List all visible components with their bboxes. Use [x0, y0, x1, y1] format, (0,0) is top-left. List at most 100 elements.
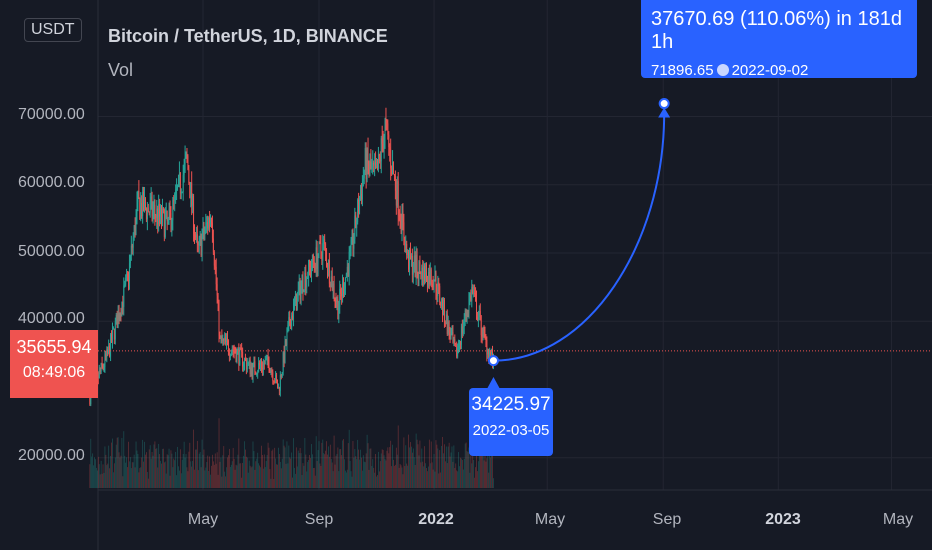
volume-bar	[447, 446, 449, 488]
volume-bar	[459, 466, 460, 488]
price-axis-label: 40000.00	[18, 310, 85, 327]
volume-bar	[188, 451, 190, 488]
candle-body	[261, 364, 262, 368]
volume-bar	[175, 451, 177, 488]
volume-bar	[296, 466, 298, 488]
candle-body	[244, 358, 245, 365]
candle-body	[254, 361, 256, 372]
volume-bar	[238, 438, 240, 488]
candle-body	[340, 288, 342, 294]
candle-body	[147, 207, 149, 213]
candle-body	[128, 263, 130, 282]
volume-bar	[113, 463, 115, 488]
volume-bar	[424, 446, 426, 488]
volume-bar	[445, 446, 447, 488]
volume-bar	[141, 457, 143, 488]
volume-bar	[372, 459, 374, 488]
volume-bar	[345, 470, 346, 488]
candle-body	[412, 269, 414, 275]
candle-body	[233, 350, 235, 352]
volume-bar	[312, 468, 314, 488]
volume-bar	[387, 447, 389, 488]
candle-body	[303, 291, 305, 293]
candle-body	[474, 292, 476, 294]
candle-body	[444, 322, 446, 325]
candle-body	[310, 266, 311, 275]
volume-bar	[94, 457, 95, 488]
volume-bar	[216, 452, 218, 488]
volume-bar	[364, 462, 366, 488]
candle-body	[155, 214, 157, 219]
volume-bar	[201, 439, 203, 488]
volume-bar	[452, 461, 454, 488]
candle-body	[404, 240, 406, 252]
candle-body	[313, 262, 315, 265]
volume-bar	[462, 469, 464, 488]
volume-bar	[278, 454, 280, 488]
volume-bar	[288, 445, 290, 488]
volume-bar	[374, 472, 376, 488]
volume-bar	[360, 449, 361, 488]
candle-body	[292, 315, 294, 320]
volume-bar	[111, 442, 112, 488]
volume-bar	[493, 478, 494, 488]
volume-bar	[185, 454, 187, 488]
candle-body	[414, 255, 416, 277]
volume-bar	[489, 455, 491, 488]
candle-body	[196, 234, 198, 245]
volume-bar	[477, 461, 479, 488]
candle-body	[456, 346, 458, 357]
chart-title: Bitcoin / TetherUS, 1D, BINANCE	[108, 26, 388, 46]
projection-end-label[interactable]: 37670.69 (110.06%) in 181d 1h 71896.65 20…	[641, 0, 917, 79]
candle-body	[432, 283, 434, 288]
candle-body	[299, 281, 301, 300]
candle-body	[151, 196, 153, 216]
volume-bar	[331, 462, 333, 488]
candle-body	[210, 218, 211, 223]
volume-bar	[161, 463, 162, 488]
volume-bar	[212, 461, 214, 488]
candle-body	[240, 347, 242, 349]
candle-body	[440, 302, 442, 306]
projection-start-price: 34225.97	[471, 394, 551, 415]
volume-bar	[309, 454, 310, 488]
volume-bar	[480, 438, 482, 488]
candle-body	[439, 286, 441, 303]
candle-body	[422, 267, 424, 285]
projection-start-label[interactable]: 34225.97 2022-03-05	[469, 388, 553, 456]
volume-bar	[106, 465, 108, 488]
volume-bar	[295, 447, 297, 488]
volume-bar	[198, 453, 200, 488]
volume-bar	[186, 467, 188, 488]
volume-bar	[248, 460, 250, 488]
volume-bar	[187, 471, 189, 488]
candle-body	[377, 153, 379, 171]
volume-bar	[184, 457, 186, 488]
candle-body	[161, 207, 162, 223]
volume-bar	[492, 441, 493, 488]
candle-body	[479, 311, 481, 316]
volume-bar	[310, 458, 311, 488]
volume-bar	[299, 447, 301, 488]
candle-body	[272, 372, 274, 382]
candle-body	[359, 199, 361, 213]
currency-selector[interactable]: USDT	[24, 18, 82, 42]
candle-body	[362, 178, 364, 181]
candle-body	[372, 163, 374, 167]
candle-body	[249, 359, 251, 374]
volume-bar	[367, 443, 369, 488]
volume-bar	[476, 434, 477, 488]
volume-bar	[229, 466, 231, 488]
volume-bar	[347, 443, 349, 488]
volume-bar	[160, 460, 161, 488]
candle-body	[478, 311, 480, 318]
candle-body	[156, 208, 158, 219]
volume-bar	[176, 475, 177, 488]
volume-bar	[326, 441, 327, 488]
candle-body	[216, 284, 218, 296]
volume-bar	[405, 445, 407, 488]
volume-bar	[390, 440, 392, 488]
candle-body	[139, 198, 141, 220]
candle-body	[461, 326, 463, 334]
